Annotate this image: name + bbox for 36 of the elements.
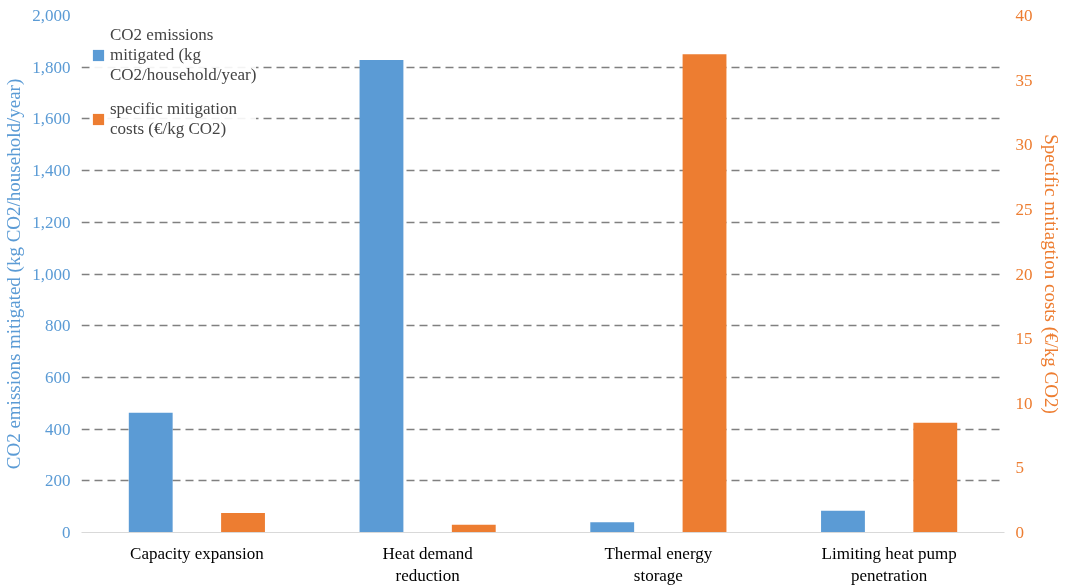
x-tick-label: Capacity expansion (130, 543, 265, 563)
y-axis-title: CO2 emissions mitigated (kg CO2/household/year) (3, 78, 26, 470)
y-tick-label: 400 (45, 419, 71, 439)
bar (590, 522, 635, 533)
y-tick-label: 1,800 (32, 57, 71, 77)
y-tick-label: 1,600 (32, 109, 71, 129)
bar (359, 59, 404, 533)
y2-tick-label: 0 (1015, 523, 1024, 542)
x-tick-label: Heat demand reduction (382, 543, 474, 586)
bar (221, 513, 265, 533)
y2-tick-label: 25 (1015, 199, 1033, 219)
y-tick-label: 200 (45, 471, 71, 491)
bar (913, 422, 958, 533)
y2-tick-label: 10 (1015, 393, 1033, 413)
y2-tick-label: 20 (1015, 264, 1033, 284)
y-tick-label: 800 (45, 316, 71, 336)
x-tick-label: Thermal energy storage (604, 543, 713, 586)
y2-tick-label: 40 (1015, 6, 1033, 25)
legend-label: CO2 emissions mitigated (kg CO2/household/year) (110, 25, 257, 85)
y-tick-label: 1,200 (32, 212, 71, 232)
bar (821, 510, 865, 533)
legend-label: specific mitigation costs (€/kg CO2) (110, 99, 237, 139)
y2-tick-label: 35 (1015, 70, 1033, 90)
bar (128, 412, 173, 533)
y-tick-label: 1,400 (32, 161, 71, 181)
bar (451, 524, 496, 533)
bar (682, 54, 727, 533)
y2-tick-label: 30 (1015, 135, 1033, 155)
x-tick-label: Limiting heat pump penetration (821, 543, 957, 586)
y2-tick-label: 15 (1015, 329, 1033, 349)
y-tick-label: 0 (62, 523, 71, 542)
y-tick-label: 1,000 (32, 264, 71, 284)
y-tick-label: 600 (45, 367, 71, 387)
y-tick-label: 2,000 (32, 6, 71, 25)
y2-tick-label: 5 (1015, 458, 1024, 478)
y2-axis-title: Specific mitiagtion costs (€/kg CO2) (1039, 134, 1062, 414)
